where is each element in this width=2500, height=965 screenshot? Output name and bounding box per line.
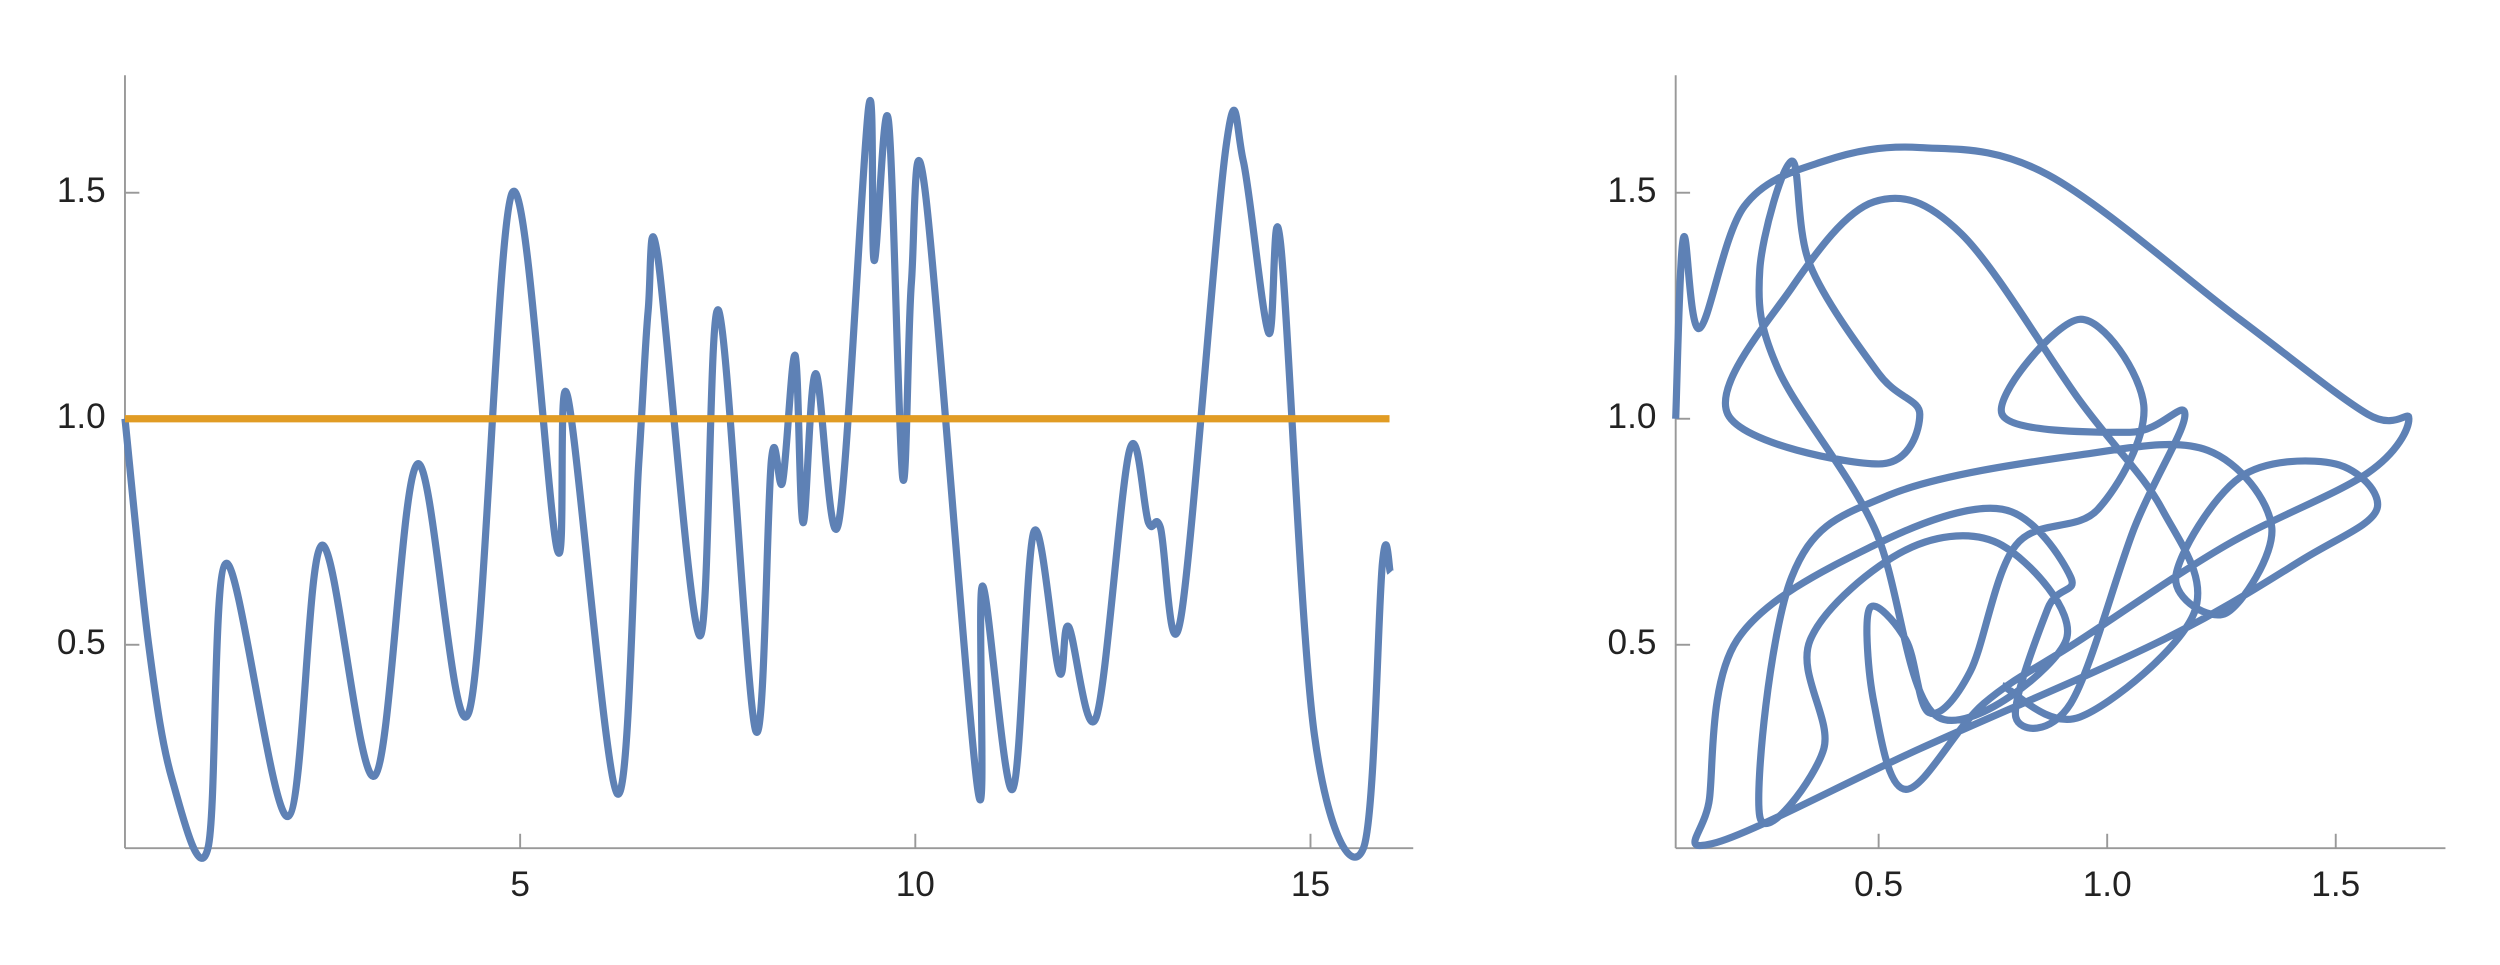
data-line [1672, 143, 2413, 850]
y-tick-label: 0.5 [1608, 623, 1657, 662]
y-tick-label: 1.0 [1608, 397, 1657, 436]
y-tick-label: 0.5 [57, 623, 106, 662]
x-tick-label: 1.0 [2083, 865, 2132, 904]
x-tick-label: 1.5 [2311, 865, 2360, 904]
x-tick-label: 0.5 [1854, 865, 1903, 904]
x-tick-label: 10 [896, 865, 935, 904]
y-tick-label: 1.0 [57, 397, 106, 436]
x-tick-label: 15 [1291, 865, 1330, 904]
data-line [121, 97, 1394, 862]
y-tick-label: 1.5 [1608, 171, 1657, 210]
y-tick-label: 1.5 [57, 171, 106, 210]
x-tick-label: 5 [510, 865, 530, 904]
